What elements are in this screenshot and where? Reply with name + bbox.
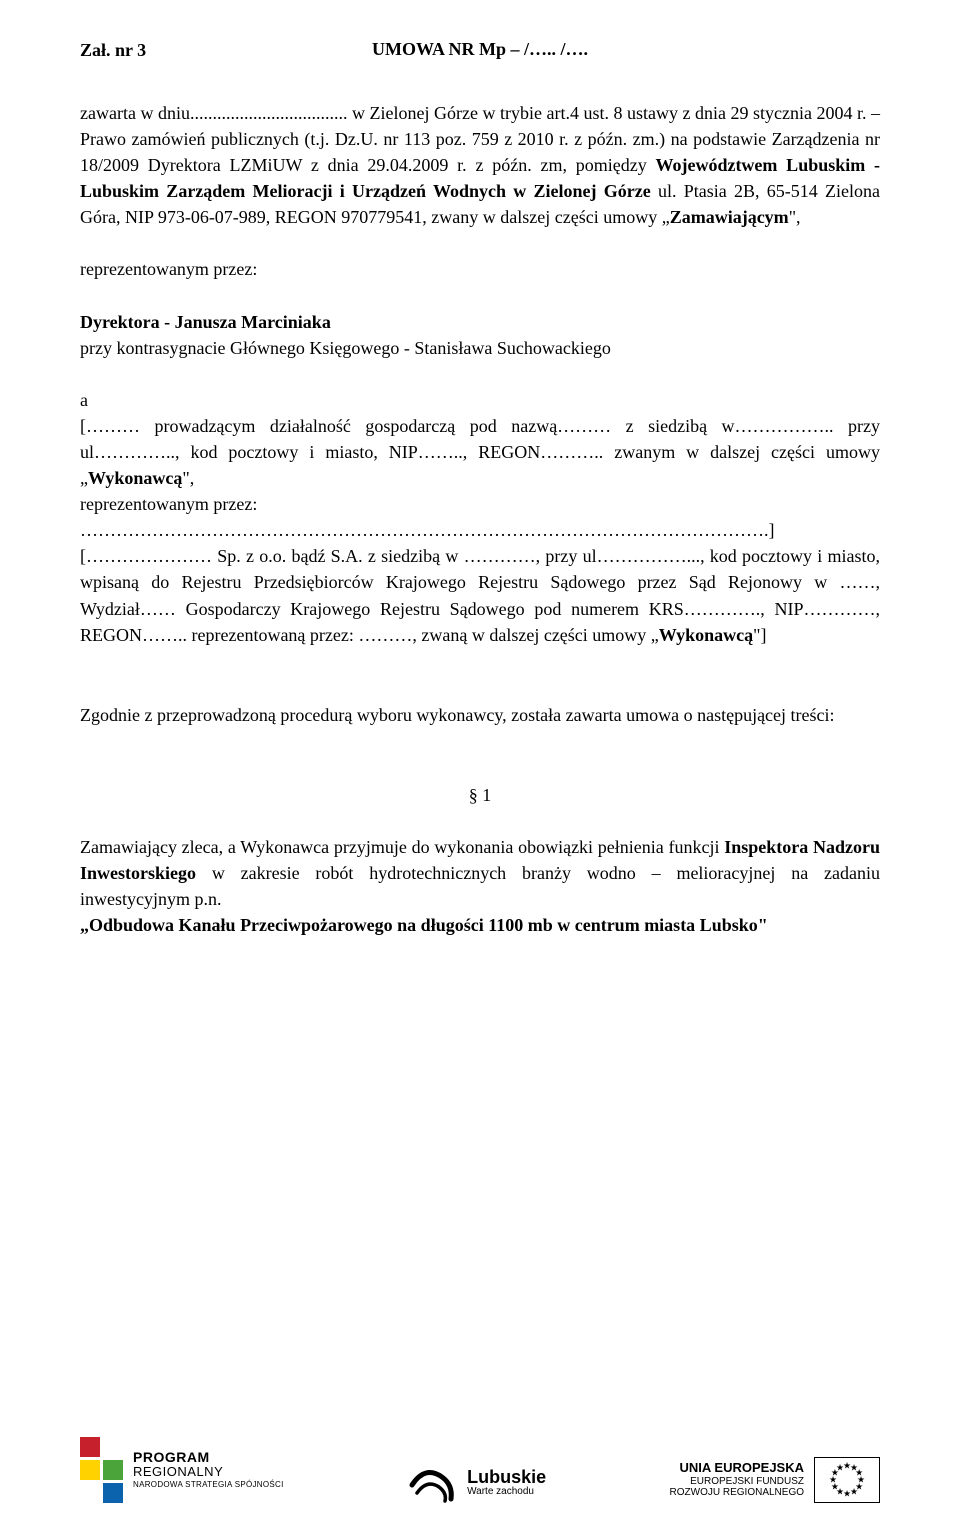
contractor1-bold: Wykonawcą bbox=[88, 468, 182, 488]
program-regionalny-icon bbox=[80, 1437, 123, 1503]
contract-title: UMOWA NR Mp – /….. /…. bbox=[80, 39, 880, 60]
eu-line-2: EUROPEJSKI FUNDUSZ bbox=[670, 1476, 804, 1488]
dots-line-close: …………………………………………………………………………………………………….] bbox=[80, 517, 880, 543]
countersign: przy kontrasygnacie Głównego Księgowego … bbox=[80, 335, 880, 361]
lubuskie-text: Lubuskie Warte zachodu bbox=[467, 1468, 546, 1497]
footer-logos: PROGRAM REGIONALNY NARODOWA STRATEGIA SP… bbox=[80, 1437, 880, 1513]
program-strategy: NARODOWA STRATEGIA SPÓJNOŚCI bbox=[133, 1481, 284, 1489]
accordance-text: Zgodnie z przeprowadzoną procedurą wybor… bbox=[80, 702, 880, 728]
contractor2-bold: Wykonawcą bbox=[659, 625, 753, 645]
intro-text-3: ", bbox=[789, 207, 801, 227]
section-number: § 1 bbox=[80, 782, 880, 808]
program-regionalny-block: PROGRAM REGIONALNY NARODOWA STRATEGIA SP… bbox=[80, 1437, 284, 1503]
eu-flag-icon: ★★★★★★★★★★★★ bbox=[814, 1457, 880, 1503]
paragraph-contractor-1: [……… prowadzącym działalność gospodarczą… bbox=[80, 413, 880, 491]
program-word-2: REGIONALNY bbox=[133, 1465, 284, 1479]
eu-line-1: UNIA EUROPEJSKA bbox=[670, 1461, 804, 1476]
program-regionalny-text: PROGRAM REGIONALNY NARODOWA STRATEGIA SP… bbox=[133, 1450, 284, 1490]
scope-text-1: Zamawiający zleca, a Wykonawca przyjmuje… bbox=[80, 837, 724, 857]
paragraph-scope: Zamawiający zleca, a Wykonawca przyjmuje… bbox=[80, 834, 880, 912]
document-content: Zał. nr 3 UMOWA NR Mp – /….. /…. zawarta… bbox=[80, 40, 880, 1397]
paragraph-contractor-2: [………………… Sp. z o.o. bądź S.A. z siedzibą… bbox=[80, 543, 880, 647]
lubuskie-icon bbox=[407, 1463, 457, 1503]
paragraph-intro: zawarta w dniu..........................… bbox=[80, 100, 880, 230]
lubuskie-block: Lubuskie Warte zachodu bbox=[407, 1463, 546, 1503]
eu-block: UNIA EUROPEJSKA EUROPEJSKI FUNDUSZ ROZWO… bbox=[670, 1457, 880, 1503]
contractor2-end: "] bbox=[753, 625, 766, 645]
document-page: Zał. nr 3 UMOWA NR Mp – /….. /…. zawarta… bbox=[0, 0, 960, 1533]
scope-text-2: w zakresie robót hydrotechnicznych branż… bbox=[80, 863, 880, 909]
program-word-1: PROGRAM bbox=[133, 1450, 284, 1465]
contractor1-text: [……… prowadzącym działalność gospodarczą… bbox=[80, 416, 880, 488]
eu-line-3: ROZWOJU REGIONALNEGO bbox=[670, 1487, 804, 1499]
project-name: „Odbudowa Kanału Przeciwpożarowego na dł… bbox=[80, 912, 880, 938]
lubuskie-slogan: Warte zachodu bbox=[467, 1487, 546, 1498]
represented-by-2: reprezentowanym przez: bbox=[80, 491, 880, 517]
contractor1-end: ", bbox=[182, 468, 194, 488]
director-name: Dyrektora - Janusza Marciniaka bbox=[80, 309, 880, 335]
lubuskie-name: Lubuskie bbox=[467, 1468, 546, 1487]
intro-bold-role: Zamawiającym bbox=[670, 207, 789, 227]
conjunction-a: a bbox=[80, 387, 880, 413]
eu-text: UNIA EUROPEJSKA EUROPEJSKI FUNDUSZ ROZWO… bbox=[670, 1461, 804, 1499]
represented-by-1: reprezentowanym przez: bbox=[80, 256, 880, 282]
